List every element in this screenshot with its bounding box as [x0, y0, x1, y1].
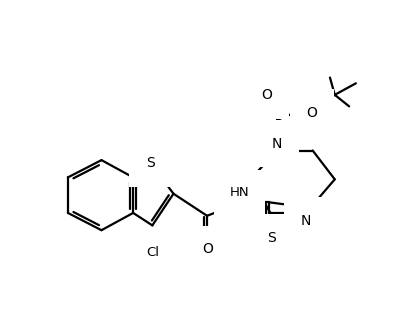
- Text: O: O: [261, 88, 272, 102]
- Text: HN: HN: [230, 186, 250, 199]
- Text: O: O: [203, 243, 214, 257]
- Text: N: N: [301, 214, 311, 228]
- Text: N: N: [272, 137, 282, 151]
- Text: S: S: [146, 156, 155, 170]
- Text: O: O: [306, 106, 317, 120]
- Text: Cl: Cl: [146, 246, 159, 259]
- Text: S: S: [267, 231, 276, 245]
